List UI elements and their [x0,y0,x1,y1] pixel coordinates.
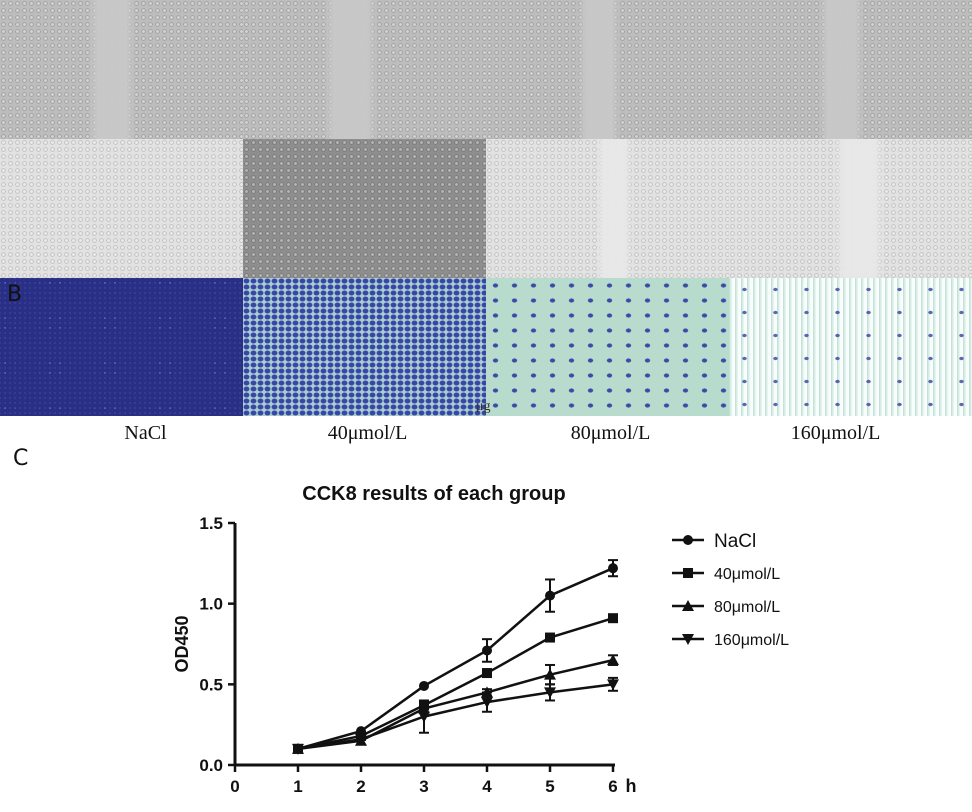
series-2-point [544,668,556,680]
legend-label-1: 40μmol/L [714,566,780,583]
transwell-image-40 [243,278,486,416]
scratch-image-40-top [243,0,486,139]
series-0-line [297,567,614,751]
series-3-point [607,679,619,691]
series-3-point [481,697,493,709]
scratch-image-40-bottom [243,139,486,278]
image-overlay-text: μg [476,399,491,414]
scratch-image-80-bottom [486,139,729,278]
series-0-point [419,680,429,691]
x-tick-label: 2 [356,777,365,796]
series-3-point [355,734,367,746]
series-1-point [482,668,492,679]
legend-label-2: 80μmol/L [714,599,780,616]
y-tick-label: 1.5 [199,514,223,533]
micrograph-grid [0,0,972,416]
legend-marker-0 [683,535,693,545]
transwell-image-80 [486,278,729,416]
x-tick-label: 4 [482,777,492,796]
series-1-point [545,632,555,643]
series-0-point [545,590,555,601]
scratch-image-nacl-bottom [0,139,243,278]
series-3-point [418,711,430,723]
x-axis-label: h [626,776,637,796]
group-label-80: 80μmol/L [570,422,651,444]
series-0-point [608,563,618,574]
series-0-point [482,645,492,656]
panel-b-label: B [7,282,23,307]
y-axis-label: OD450 [172,615,192,672]
transwell-image-nacl [0,278,243,416]
series-1-line [297,616,614,751]
y-tick-label: 0.5 [199,675,223,694]
scratch-image-160-top [729,0,972,139]
legend-label-3: 160μmol/L [714,632,789,649]
scratch-image-160-bottom [729,139,972,278]
series-3-point [544,687,556,699]
group-label-nacl: NaCl [124,422,167,444]
series-2-point [607,654,619,666]
legend-marker-1 [683,568,693,578]
cck8-line-chart: CCK8 results of each group 0.0 0.5 1.0 1.5 0 1… [172,483,789,796]
legend-marker-2 [682,600,694,611]
legend-marker-3 [682,634,694,645]
series-1-point [608,613,618,624]
x-tick-label: 0 [230,777,239,796]
scratch-image-80-top [486,0,729,139]
transwell-image-160 [729,278,972,416]
panel-c-label: C [13,446,29,471]
chart-title: CCK8 results of each group [302,483,565,505]
scratch-image-nacl-top [0,0,243,139]
y-tick-label: 1.0 [199,595,223,614]
series-3-point [292,743,304,755]
series-3-line [297,683,614,751]
x-tick-label: 3 [419,777,428,796]
x-tick-label: 1 [293,777,302,796]
series-2-line [297,658,614,751]
x-tick-label: 5 [545,777,554,796]
y-tick-label: 0.0 [199,756,223,775]
legend-label-0: NaCl [714,531,756,552]
x-tick-label: 6 [608,777,617,796]
group-label-40: 40μmol/L [327,422,408,444]
group-label-160: 160μmol/L [790,422,881,444]
